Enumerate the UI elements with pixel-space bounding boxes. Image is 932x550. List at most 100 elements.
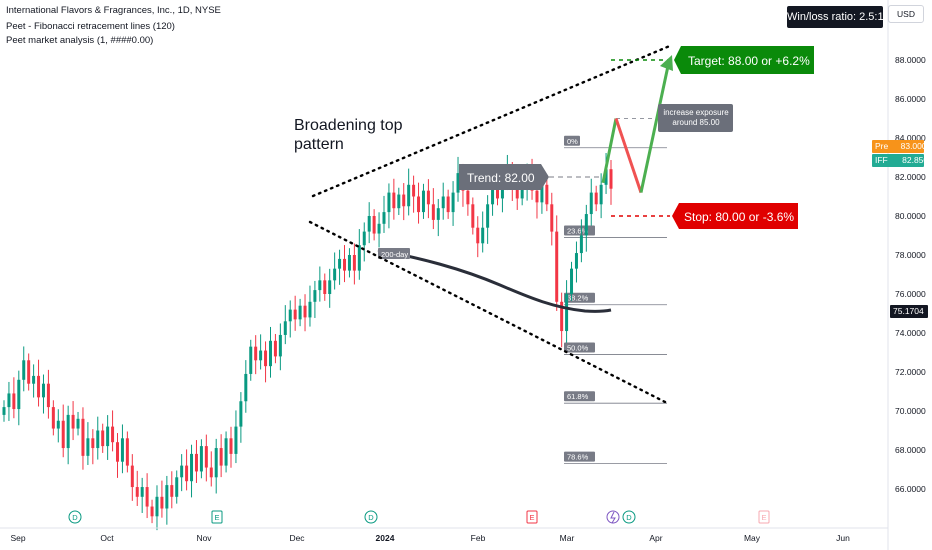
event-label: E bbox=[761, 513, 766, 522]
candle bbox=[180, 454, 184, 492]
x-tick-label: May bbox=[744, 533, 761, 543]
candle bbox=[609, 160, 613, 205]
candle bbox=[229, 426, 233, 468]
candle bbox=[560, 292, 564, 348]
stop-label-text: Stop: 80.00 or -3.6% bbox=[684, 210, 794, 224]
candle-body bbox=[56, 420, 60, 429]
candle bbox=[278, 323, 282, 371]
candle bbox=[106, 415, 110, 460]
candle bbox=[446, 189, 450, 219]
candle bbox=[451, 181, 455, 226]
symbol-value: 82.8500 bbox=[902, 155, 932, 165]
candle bbox=[570, 261, 574, 301]
candle bbox=[584, 204, 588, 252]
candles bbox=[2, 153, 613, 531]
candle-body bbox=[145, 487, 149, 507]
candle-body bbox=[382, 212, 386, 224]
candle-body bbox=[333, 268, 337, 281]
fib-lines: 0% 23.6% 38.2% 50.0% 61.8% 78.6% bbox=[564, 135, 667, 465]
candle bbox=[574, 241, 578, 283]
candle-body bbox=[135, 487, 139, 497]
currency-button[interactable]: USD bbox=[888, 5, 924, 23]
fib-label: 38.2% bbox=[567, 294, 589, 303]
candle-body bbox=[599, 184, 603, 205]
candle bbox=[116, 433, 120, 478]
candle bbox=[170, 471, 174, 509]
indicator-market[interactable]: Peet market analysis (1, ####0.00) bbox=[6, 35, 154, 46]
candle-body bbox=[446, 196, 450, 213]
candle bbox=[550, 192, 554, 246]
candle-body bbox=[170, 485, 174, 497]
candle bbox=[209, 451, 213, 487]
candle bbox=[219, 434, 223, 478]
candle bbox=[96, 416, 100, 460]
chart-title: International Flavors & Fragrances, Inc.… bbox=[6, 5, 221, 16]
candle-body bbox=[471, 204, 475, 228]
candle-body bbox=[209, 467, 213, 478]
candle bbox=[343, 245, 347, 283]
candle-body bbox=[486, 204, 490, 228]
dividend-icon bbox=[68, 510, 82, 524]
candle-body bbox=[535, 190, 539, 203]
candle bbox=[135, 470, 139, 506]
projection-up-2 bbox=[639, 65, 670, 193]
candle bbox=[46, 369, 50, 419]
candle-body bbox=[12, 393, 16, 410]
candle-body bbox=[244, 373, 248, 402]
x-tick-label: Sep bbox=[10, 533, 25, 543]
candle bbox=[41, 374, 45, 414]
candle-body bbox=[214, 448, 218, 478]
candle bbox=[303, 294, 307, 332]
y-tick-label: 66.0000 bbox=[895, 484, 926, 494]
winloss-badge: Win/loss ratio: 2.5:1 bbox=[787, 6, 884, 28]
pattern-label: Broadening top pattern bbox=[294, 117, 403, 153]
candle-body bbox=[426, 190, 430, 205]
candle bbox=[377, 212, 381, 248]
event-marker: E bbox=[211, 510, 223, 524]
candle-body bbox=[249, 346, 253, 374]
candle bbox=[402, 183, 406, 221]
event-marker: D bbox=[622, 510, 636, 524]
candle bbox=[185, 449, 189, 491]
candle-body bbox=[17, 379, 21, 410]
candle bbox=[66, 405, 70, 465]
candle-body bbox=[219, 448, 223, 466]
candle bbox=[338, 249, 342, 285]
candle bbox=[145, 473, 149, 519]
candle-body bbox=[150, 506, 154, 517]
candle-body bbox=[318, 280, 322, 291]
candle-body bbox=[589, 192, 593, 215]
target-label-bg bbox=[674, 46, 814, 74]
event-label: D bbox=[72, 513, 78, 522]
candle bbox=[594, 185, 598, 212]
candle bbox=[259, 334, 263, 370]
trend-label: Trend: 82.00 bbox=[459, 164, 549, 190]
candle-body bbox=[264, 350, 268, 367]
candle-body bbox=[313, 290, 317, 302]
candle-body bbox=[268, 340, 272, 367]
candle bbox=[27, 353, 31, 391]
candle-body bbox=[555, 231, 559, 302]
candle bbox=[81, 407, 85, 470]
candle-body bbox=[120, 438, 124, 462]
candle bbox=[204, 434, 208, 482]
candle-body bbox=[520, 186, 524, 199]
candle bbox=[357, 229, 361, 280]
candle bbox=[407, 168, 411, 216]
candle-body bbox=[436, 208, 440, 220]
x-tick-label: Apr bbox=[649, 533, 662, 543]
candle-body bbox=[278, 334, 282, 357]
candle bbox=[347, 248, 351, 278]
indicator-fib[interactable]: Peet - Fibonacci retracement lines (120) bbox=[6, 21, 175, 32]
fib-label: 78.6% bbox=[567, 453, 589, 462]
candle-body bbox=[160, 496, 164, 509]
y-tick-label: 88.0000 bbox=[895, 55, 926, 65]
candle-body bbox=[46, 383, 50, 408]
candle bbox=[486, 195, 490, 244]
candle-body bbox=[27, 360, 31, 384]
candle bbox=[86, 422, 90, 466]
candle bbox=[249, 339, 253, 381]
pre-price-tag: Pre 83.0000 bbox=[872, 140, 931, 153]
